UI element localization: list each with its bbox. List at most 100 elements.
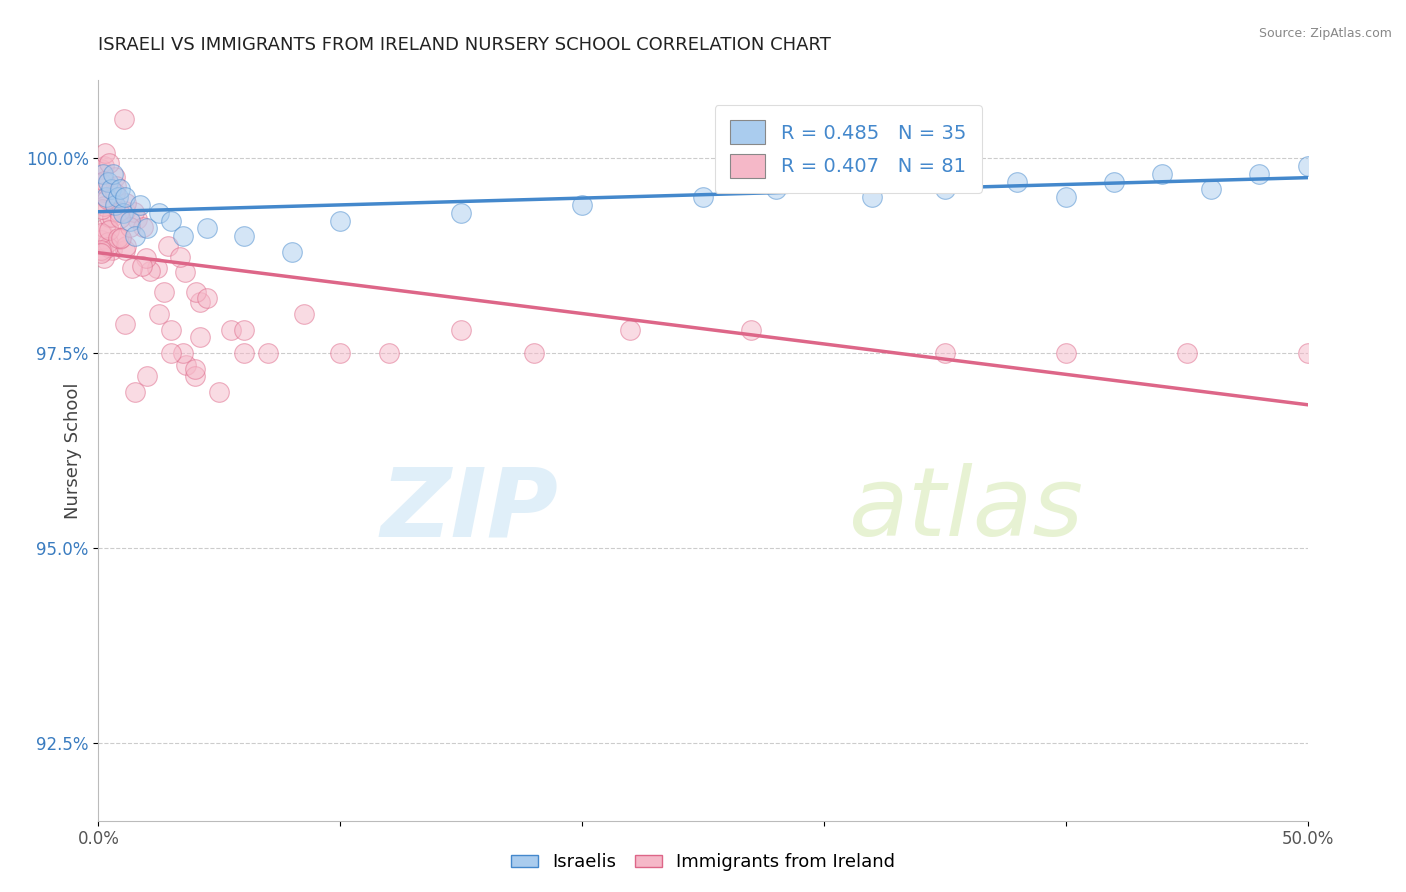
Point [124, 229, 146, 244]
Point [97, 239, 120, 253]
Point [148, 307, 170, 321]
Point [122, 205, 145, 219]
Point [90, 233, 112, 247]
Point [94, 146, 117, 161]
Point [1175, 346, 1198, 360]
Point [93, 251, 115, 265]
Point [94, 190, 117, 204]
Point [105, 178, 128, 193]
Point [115, 196, 138, 211]
Point [90, 161, 112, 176]
Point [108, 211, 131, 226]
Point [184, 369, 207, 384]
Point [90, 246, 112, 260]
Point [160, 346, 183, 360]
Point [93, 174, 115, 188]
Point [114, 190, 136, 204]
Point [281, 244, 304, 259]
Point [221, 323, 243, 337]
Point [934, 346, 956, 360]
Point [124, 384, 146, 399]
Point [934, 182, 956, 196]
Point [740, 323, 762, 337]
Point [1102, 175, 1125, 189]
Point [1199, 182, 1222, 196]
Point [174, 359, 197, 373]
Text: ZIP: ZIP [380, 463, 558, 557]
Point [101, 243, 124, 257]
Point [1309, 151, 1331, 165]
Text: atlas: atlas [848, 463, 1083, 557]
Point [114, 243, 136, 257]
Point [172, 346, 194, 360]
Point [160, 213, 183, 227]
Point [1054, 190, 1077, 204]
Point [108, 205, 131, 219]
Point [131, 259, 153, 273]
Point [98, 156, 121, 170]
Point [111, 206, 134, 220]
Point [169, 251, 191, 265]
Point [91, 167, 114, 181]
Point [188, 330, 211, 344]
Point [90, 176, 112, 190]
Point [523, 346, 546, 360]
Point [108, 182, 131, 196]
Point [121, 260, 143, 275]
Legend: Israelis, Immigrants from Ireland: Israelis, Immigrants from Ireland [503, 847, 903, 879]
Point [97, 175, 120, 189]
Point [765, 182, 787, 196]
Point [114, 204, 136, 219]
Point [1007, 175, 1029, 189]
Text: Source: ZipAtlas.com: Source: ZipAtlas.com [1258, 27, 1392, 40]
Point [1054, 346, 1077, 360]
Point [160, 323, 183, 337]
Point [232, 323, 254, 337]
Point [114, 318, 136, 332]
Point [90, 243, 112, 257]
Point [450, 206, 472, 220]
Point [110, 230, 132, 244]
Point [135, 369, 157, 384]
Point [232, 346, 254, 360]
Point [186, 285, 208, 299]
Point [100, 182, 122, 196]
Point [135, 252, 157, 266]
Point [208, 384, 231, 399]
Point [91, 186, 114, 200]
Point [100, 210, 122, 224]
Point [139, 264, 162, 278]
Point [146, 260, 169, 275]
Point [108, 232, 131, 246]
Point [93, 199, 115, 213]
Point [114, 112, 136, 127]
Point [619, 323, 641, 337]
Point [93, 227, 115, 242]
Point [91, 202, 114, 217]
Point [107, 190, 129, 204]
Point [329, 213, 352, 227]
Point [1309, 346, 1331, 360]
Point [377, 346, 399, 360]
Point [292, 307, 315, 321]
Point [692, 190, 714, 204]
Point [188, 294, 211, 309]
Point [128, 198, 150, 212]
Point [101, 167, 124, 181]
Point [184, 361, 207, 376]
Point [97, 235, 120, 249]
Point [114, 239, 136, 253]
Point [104, 198, 127, 212]
Point [148, 206, 170, 220]
Point [195, 292, 218, 306]
Point [1296, 159, 1319, 173]
Point [571, 198, 593, 212]
Point [118, 213, 141, 227]
Text: ISRAELI VS IMMIGRANTS FROM IRELAND NURSERY SCHOOL CORRELATION CHART: ISRAELI VS IMMIGRANTS FROM IRELAND NURSE… [98, 36, 831, 54]
Point [97, 210, 120, 224]
Point [96, 193, 118, 207]
Point [93, 159, 115, 173]
Point [1249, 167, 1271, 181]
Point [329, 346, 352, 360]
Point [104, 169, 127, 184]
